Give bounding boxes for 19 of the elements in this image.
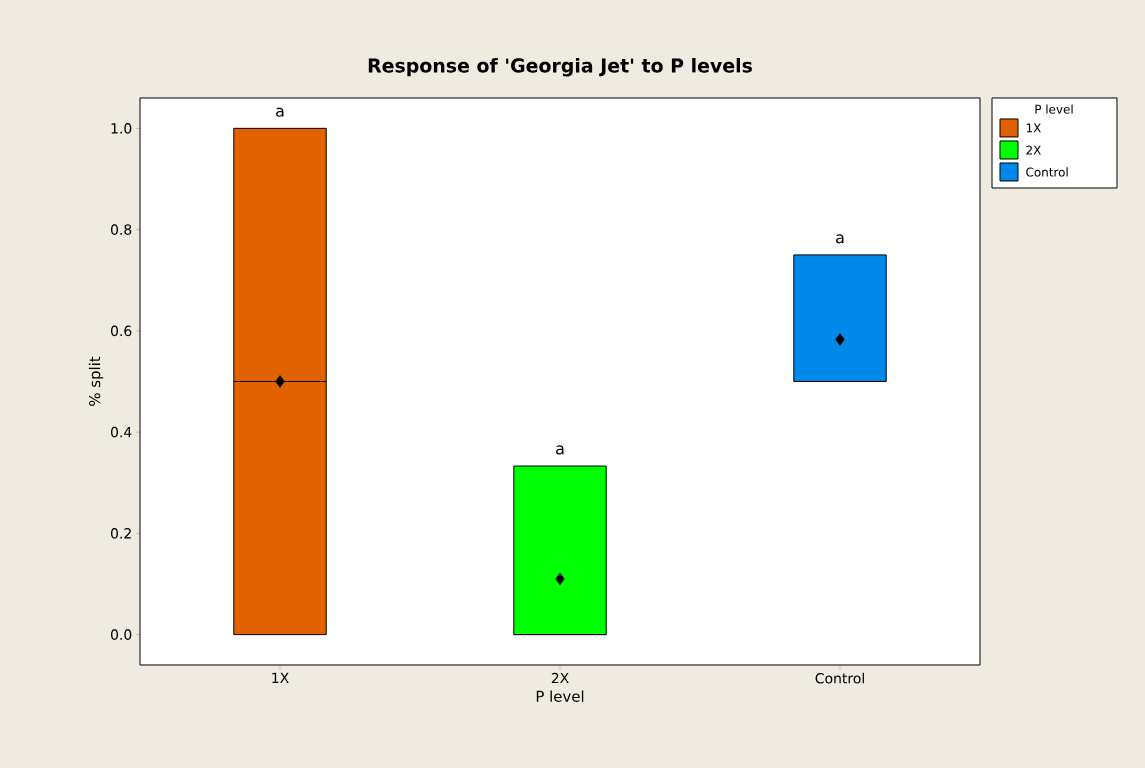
legend-label: Control bbox=[1026, 167, 1068, 177]
y-tick-label: 0.2 bbox=[110, 528, 131, 539]
y-tick-label: 1.0 bbox=[111, 123, 132, 134]
annotation: a bbox=[836, 234, 844, 244]
y-tick-label: 0.4 bbox=[110, 426, 132, 438]
x-axis-title: P level bbox=[536, 690, 584, 702]
x-tick-label: 2X bbox=[551, 672, 569, 684]
x-tick-label: 1X bbox=[272, 672, 289, 683]
annotation: a bbox=[276, 107, 284, 117]
y-axis-title: % split bbox=[88, 356, 104, 406]
legend-label: 1X bbox=[1026, 123, 1041, 133]
x-tick-label: Control bbox=[815, 672, 864, 684]
annotation: a bbox=[556, 445, 564, 455]
legend-title: P level bbox=[1035, 104, 1073, 114]
legend-label: 2X bbox=[1026, 145, 1041, 155]
y-tick-label: 0.6 bbox=[110, 325, 132, 337]
chart-title: Response of 'Georgia Jet' to P levels bbox=[368, 58, 752, 77]
y-tick-label: 0.0 bbox=[110, 629, 132, 640]
y-tick-label: 0.8 bbox=[110, 224, 132, 235]
